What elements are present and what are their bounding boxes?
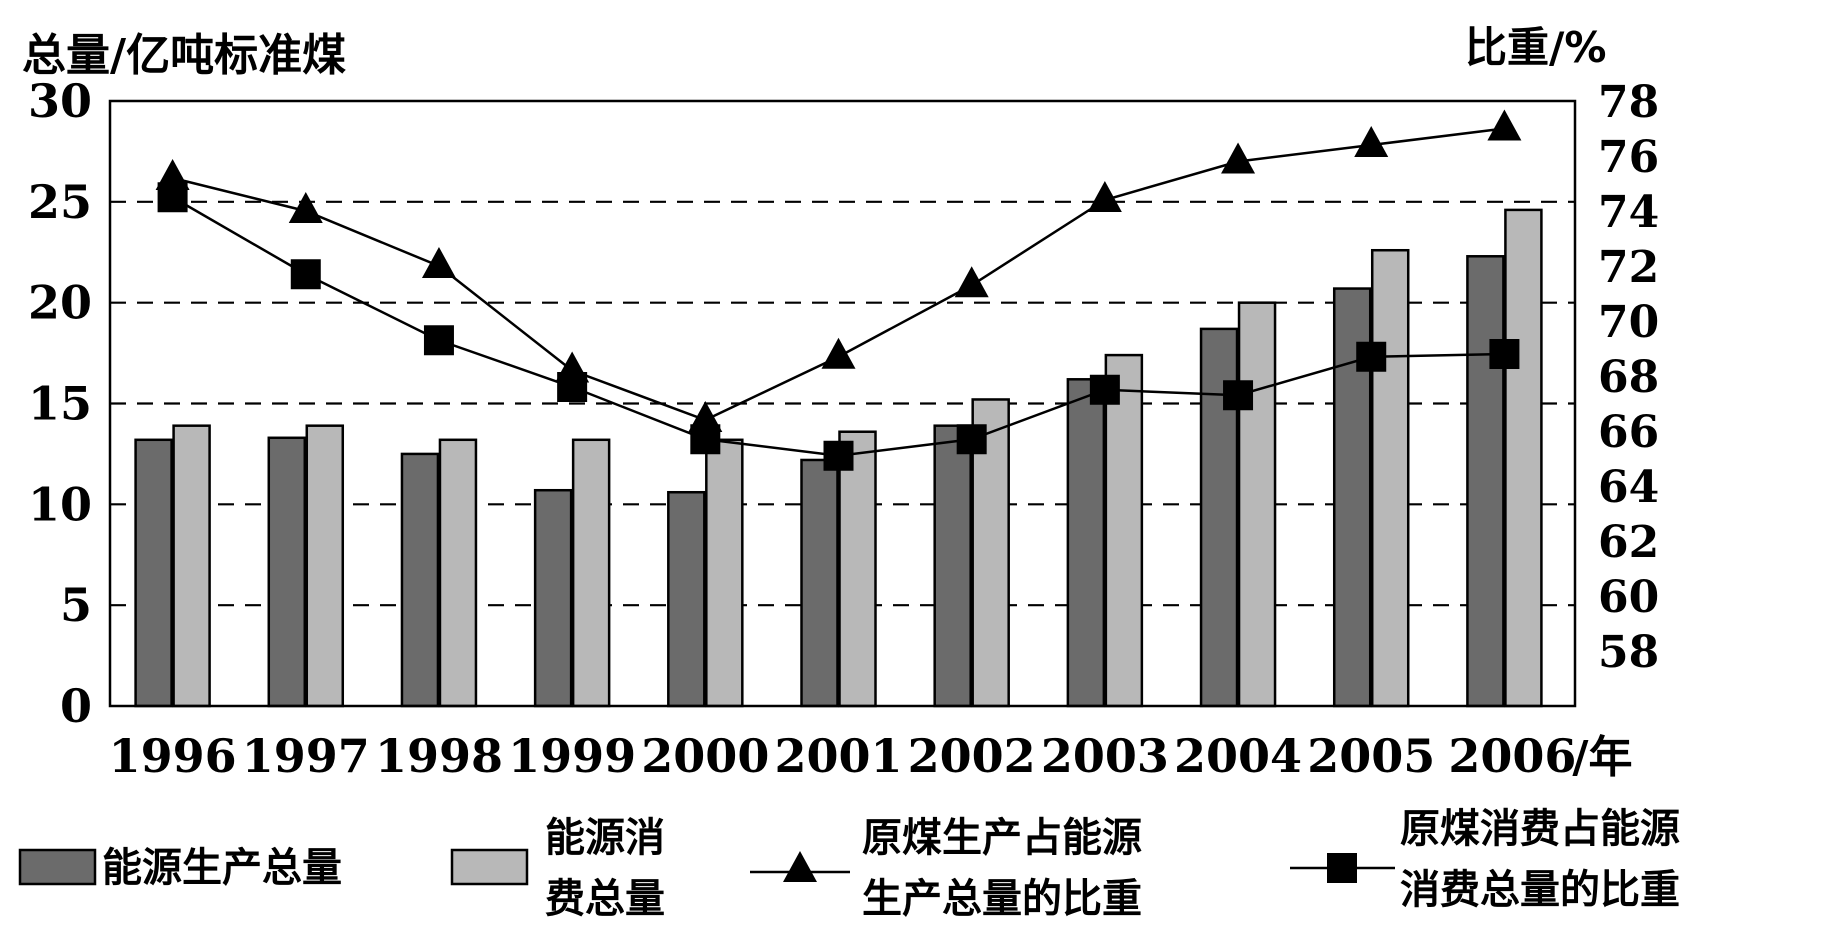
legend-label-consumption-share: 消费总量的比重 <box>1400 867 1680 913</box>
left-tick-label: 30 <box>28 74 92 128</box>
bar-energy-consumption <box>1237 301 1277 708</box>
right-tick-label: 62 <box>1598 517 1659 568</box>
square-marker <box>956 424 987 455</box>
square-marker <box>690 424 721 455</box>
bar-energy-consumption <box>1104 353 1144 708</box>
square-marker <box>157 182 188 213</box>
x-tick-label: 2006 <box>1448 729 1576 783</box>
right-axis-title: 比重/% <box>1465 23 1606 72</box>
bar-energy-consumption <box>1370 248 1410 708</box>
x-tick-label: 1996 <box>109 729 237 783</box>
triangle-marker <box>1487 109 1522 141</box>
bar-energy-production <box>800 458 839 708</box>
bar-energy-production <box>400 452 440 708</box>
legend-label-production: 能源生产总量 <box>102 845 342 891</box>
square-marker <box>290 259 321 290</box>
legend-triangle-marker <box>783 851 817 882</box>
x-axis-unit-label: /年 <box>1572 732 1632 783</box>
square-marker <box>1489 339 1520 369</box>
bar-energy-consumption <box>172 424 211 708</box>
bar-energy-production <box>267 436 307 708</box>
left-tick-label: 5 <box>60 578 92 632</box>
right-tick-label: 78 <box>1598 77 1659 128</box>
left-axis-title: 总量/亿吨标准煤 <box>22 30 346 81</box>
bar-energy-production <box>667 490 706 708</box>
bar-energy-consumption <box>438 438 478 708</box>
right-tick-label: 60 <box>1598 572 1659 623</box>
right-tick-label: 76 <box>1598 132 1659 183</box>
left-tick-label: 15 <box>28 377 92 431</box>
right-tick-label: 66 <box>1598 407 1659 458</box>
legend-square-marker <box>1327 853 1357 883</box>
bar-energy-production <box>134 438 173 708</box>
left-axis-ticks: 0 5 10 15 20 25 30 <box>28 74 92 733</box>
x-tick-label: 2002 <box>908 729 1036 783</box>
triangle-marker <box>421 247 456 278</box>
bar-energy-consumption <box>571 438 611 708</box>
left-tick-label: 10 <box>28 477 92 531</box>
legend-label-production-share: 原煤生产占能源 <box>862 815 1142 861</box>
x-tick-label: 2004 <box>1174 729 1302 783</box>
x-tick-label: 1998 <box>375 729 503 783</box>
left-tick-label: 20 <box>28 276 92 330</box>
triangle-marker <box>1221 142 1256 174</box>
bar-energy-consumption <box>305 424 345 708</box>
bar-energy-production <box>933 424 972 708</box>
square-marker <box>1223 380 1254 411</box>
bar-energy-production <box>1466 255 1505 708</box>
x-tick-label: 1997 <box>242 729 370 783</box>
legend-swatch-production <box>18 848 97 886</box>
triangle-marker <box>954 266 989 298</box>
line-coal-consumption-share <box>171 196 1505 458</box>
triangle-marker <box>288 192 323 223</box>
square-marker <box>1356 341 1387 372</box>
bar-energy-consumption <box>705 438 744 708</box>
triangle-marker <box>1087 181 1122 212</box>
right-tick-label: 68 <box>1598 352 1659 403</box>
line-layer <box>155 109 1522 471</box>
x-tick-label: 2003 <box>1041 729 1169 783</box>
right-tick-label: 64 <box>1598 462 1659 513</box>
x-tick-label: 2005 <box>1307 729 1435 783</box>
legend-label-consumption-share: 原煤消费占能源 <box>1400 806 1680 852</box>
triangle-marker <box>821 337 856 369</box>
left-tick-label: 0 <box>60 679 92 733</box>
square-marker <box>1089 374 1120 405</box>
legend-swatch-consumption <box>450 848 529 886</box>
right-tick-label: 74 <box>1598 187 1659 238</box>
bar-energy-consumption <box>1504 208 1543 708</box>
square-marker <box>423 325 454 356</box>
right-tick-label: 70 <box>1598 297 1659 348</box>
left-tick-label: 25 <box>28 175 92 229</box>
triangle-marker <box>1354 126 1389 157</box>
bar-energy-production <box>1066 378 1106 708</box>
plot-area-frame <box>108 99 1577 708</box>
right-tick-label: 58 <box>1598 627 1659 678</box>
right-tick-label: 72 <box>1598 242 1659 293</box>
legend-label-consumption: 能源消 <box>545 815 665 861</box>
legend-label-consumption: 费总量 <box>545 876 665 922</box>
square-marker <box>823 440 854 471</box>
x-axis-ticks: 1996 1997 1998 1999 2000 2001 2002 2003 2004 2005… <box>109 729 1633 783</box>
x-tick-label: 1999 <box>508 729 636 783</box>
square-marker <box>557 372 588 402</box>
legend-label-production-share: 生产总量的比重 <box>862 876 1142 922</box>
x-tick-label: 2001 <box>774 729 902 783</box>
bar-energy-consumption <box>838 430 877 708</box>
bar-energy-production <box>533 488 573 708</box>
x-tick-label: 2000 <box>641 729 769 783</box>
